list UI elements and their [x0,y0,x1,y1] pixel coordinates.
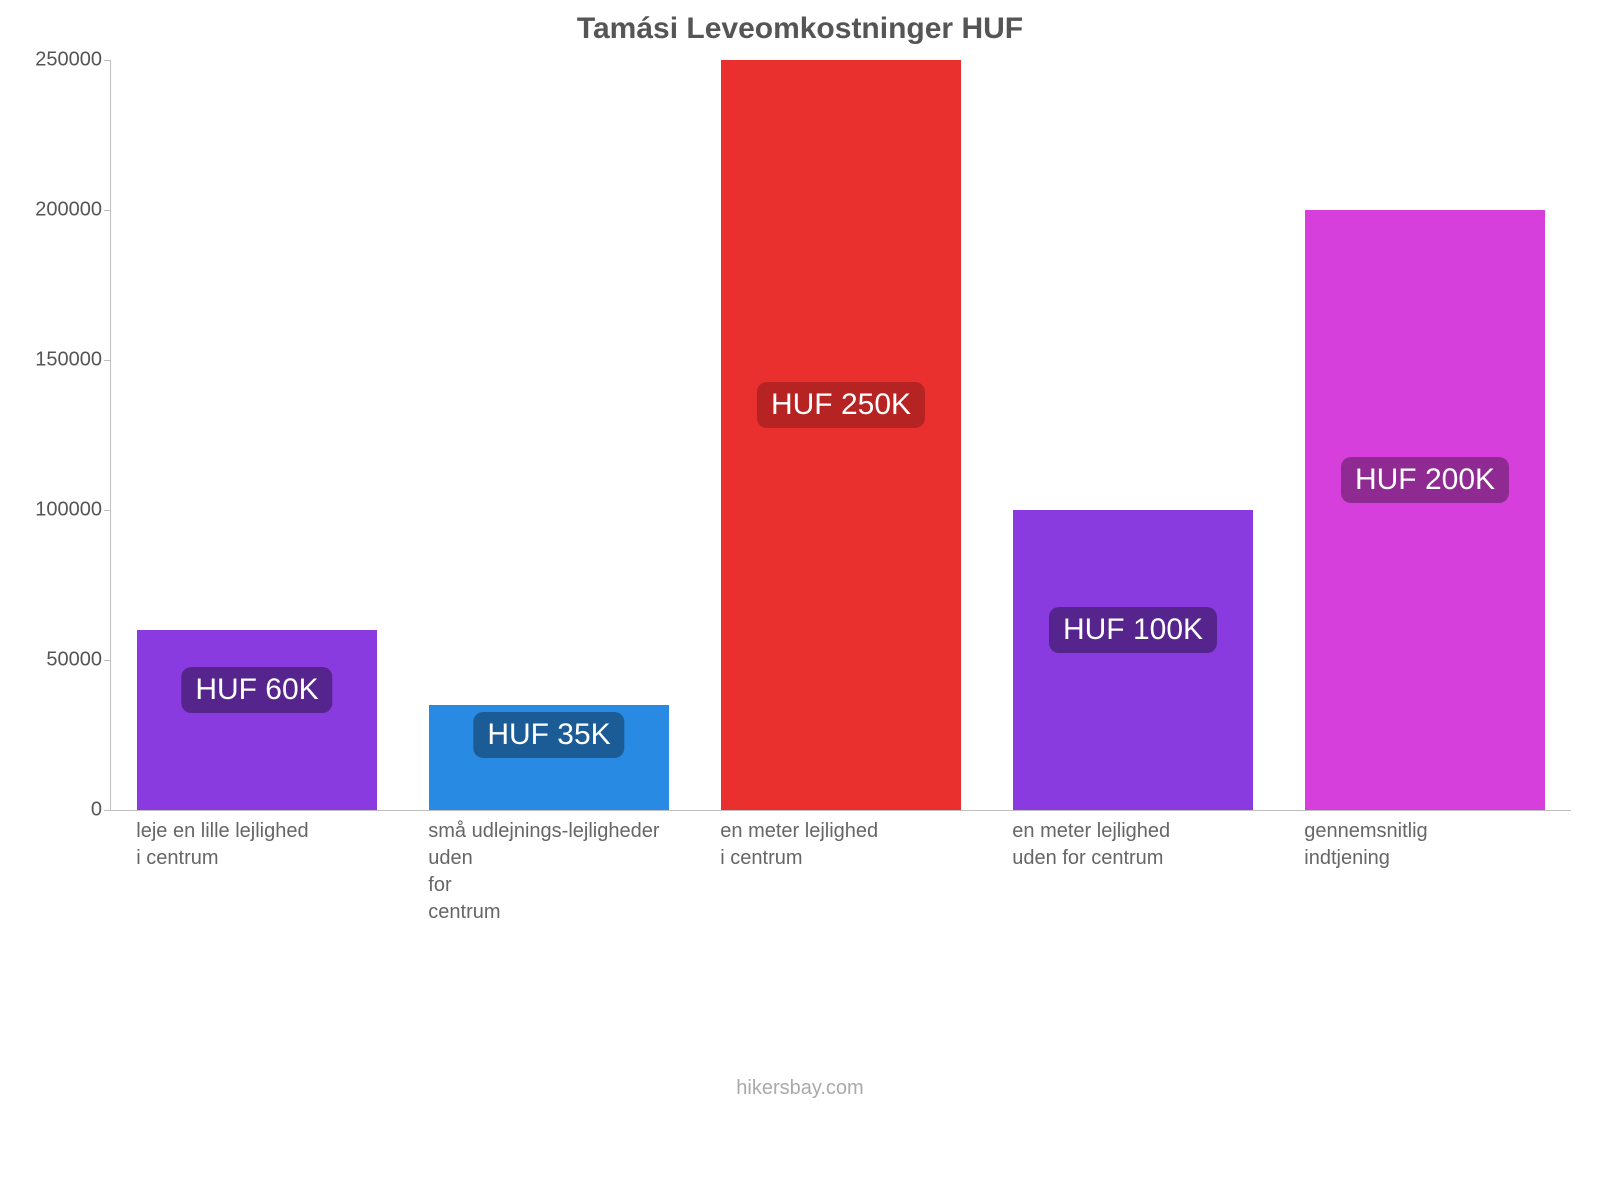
x-tick-label: små udlejnings-lejlighederudenforcentrum [428,818,667,926]
bar [1305,210,1544,810]
value-badge: HUF 100K [1049,607,1217,653]
y-tick-label: 100000 [12,499,102,522]
y-tick-mark [104,60,110,61]
bar [137,630,376,810]
x-tick-label: en meter lejlighedi centrum [720,818,959,872]
value-badge: HUF 35K [473,712,624,758]
attribution-text: hikersbay.com [0,1077,1600,1100]
value-badge: HUF 60K [181,667,332,713]
y-tick-mark [104,810,110,811]
value-badge: HUF 250K [757,382,925,428]
bars-group: HUF 60K HUF 35K HUF 250K HUF 100K HUF 200K [111,60,1571,810]
y-tick-label: 200000 [12,199,102,222]
y-tick-mark [104,210,110,211]
plot-area: HUF 60K HUF 35K HUF 250K HUF 100K HUF 200K [110,60,1571,811]
x-tick-label: leje en lille lejlighedi centrum [136,818,375,872]
y-tick-mark [104,360,110,361]
bar [721,60,960,810]
y-tick-mark [104,510,110,511]
bar [1013,510,1252,810]
y-tick-label: 0 [12,799,102,822]
chart-title: Tamási Leveomkostninger HUF [0,12,1600,46]
y-tick-label: 250000 [12,49,102,72]
value-badge: HUF 200K [1341,457,1509,503]
chart-container: Tamási Leveomkostninger HUF HUF 60K HUF 3… [0,0,1600,1200]
y-tick-label: 50000 [12,649,102,672]
x-tick-label: en meter lejligheduden for centrum [1012,818,1251,872]
y-tick-label: 150000 [12,349,102,372]
x-tick-label: gennemsnitligindtjening [1304,818,1543,872]
y-tick-mark [104,660,110,661]
